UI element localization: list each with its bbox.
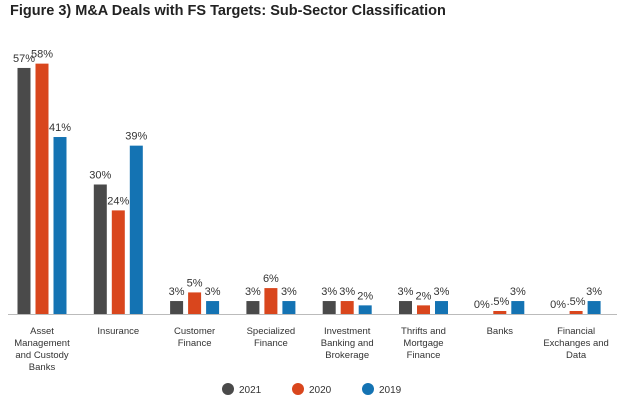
data-label-2021-7: 0% [550,299,566,311]
bar-2019-3 [282,301,296,314]
data-label-2020-3: 6% [263,273,279,285]
data-label-2020-4: 3% [339,286,355,298]
bar-2020-1 [111,210,125,314]
bar-2021-2 [170,301,184,314]
bar-2020-6 [493,311,507,314]
data-label-2020-5: 2% [416,290,432,302]
data-label-2019-0: 41% [49,122,71,134]
data-label-2020-7: .5% [567,296,586,308]
legend-marker-2020 [292,383,304,395]
category-label-3-0: Specialized [247,326,296,337]
bar-2019-4 [358,305,372,314]
legend-marker-2019 [362,383,374,395]
bar-2020-4 [340,301,354,314]
bar-2019-7 [587,301,601,314]
bar-2019-0 [53,137,67,314]
chart-title: Figure 3) M&A Deals with FS Targets: Sub… [10,3,446,19]
data-label-2019-6: 3% [510,286,526,298]
data-label-2020-0: 58% [31,49,53,61]
data-label-2021-0: 57% [13,53,35,65]
category-label-0-2: and Custody [15,350,69,361]
bar-2019-2 [206,301,220,314]
legend-label-2020: 2020 [309,385,332,396]
category-label-2-1: Finance [178,338,212,349]
bar-2019-5 [435,301,448,314]
data-label-2021-3: 3% [245,286,261,298]
data-label-2020-2: 5% [187,277,203,289]
data-label-2021-4: 3% [321,286,337,298]
bar-2020-3 [264,288,278,314]
legend-label-2019: 2019 [379,385,402,396]
category-label-0-0: Asset [30,326,54,337]
category-label-4-1: Banking and [321,338,374,349]
bar-2020-5 [417,305,430,314]
bar-2020-2 [188,292,202,314]
data-label-2021-6: 0% [474,299,490,311]
data-label-2019-2: 3% [205,286,221,298]
data-label-2019-3: 3% [281,286,297,298]
data-label-2021-2: 3% [169,286,185,298]
bar-2021-5 [399,301,412,314]
category-label-7-1: Exchanges and [543,338,609,349]
category-label-5-0: Thrifts and [401,326,446,337]
bar-2021-0 [17,67,31,314]
category-label-0-3: Banks [29,362,56,373]
data-label-2021-1: 30% [89,170,111,182]
legend-marker-2021 [222,383,234,395]
category-label-1-0: Insurance [97,326,139,337]
bar-2020-0 [35,63,49,315]
data-label-2020-6: .5% [490,296,509,308]
data-label-2019-4: 2% [357,290,373,302]
category-label-7-0: Financial [557,326,595,337]
bar-2021-4 [322,301,336,314]
category-label-5-1: Mortgage [403,338,443,349]
bar-2021-1 [93,184,107,314]
bar-2019-1 [129,145,143,314]
category-label-7-2: Data [566,350,587,361]
legend-label-2021: 2021 [239,385,262,396]
category-label-3-1: Finance [254,338,288,349]
category-label-2-0: Customer [174,326,215,337]
bar-2020-7 [569,311,583,314]
category-label-4-2: Brokerage [325,350,369,361]
data-label-2019-1: 39% [125,131,147,143]
data-label-2019-5: 3% [434,286,450,298]
data-label-2020-1: 24% [107,195,129,207]
category-label-4-0: Investment [324,326,371,337]
data-label-2019-7: 3% [586,286,602,298]
category-label-0-1: Management [14,338,70,349]
bar-2021-3 [246,301,260,314]
data-label-2021-5: 3% [398,286,414,298]
bar-2019-6 [511,301,525,314]
category-label-6-0: Banks [487,326,514,337]
category-label-5-2: Finance [407,350,441,361]
